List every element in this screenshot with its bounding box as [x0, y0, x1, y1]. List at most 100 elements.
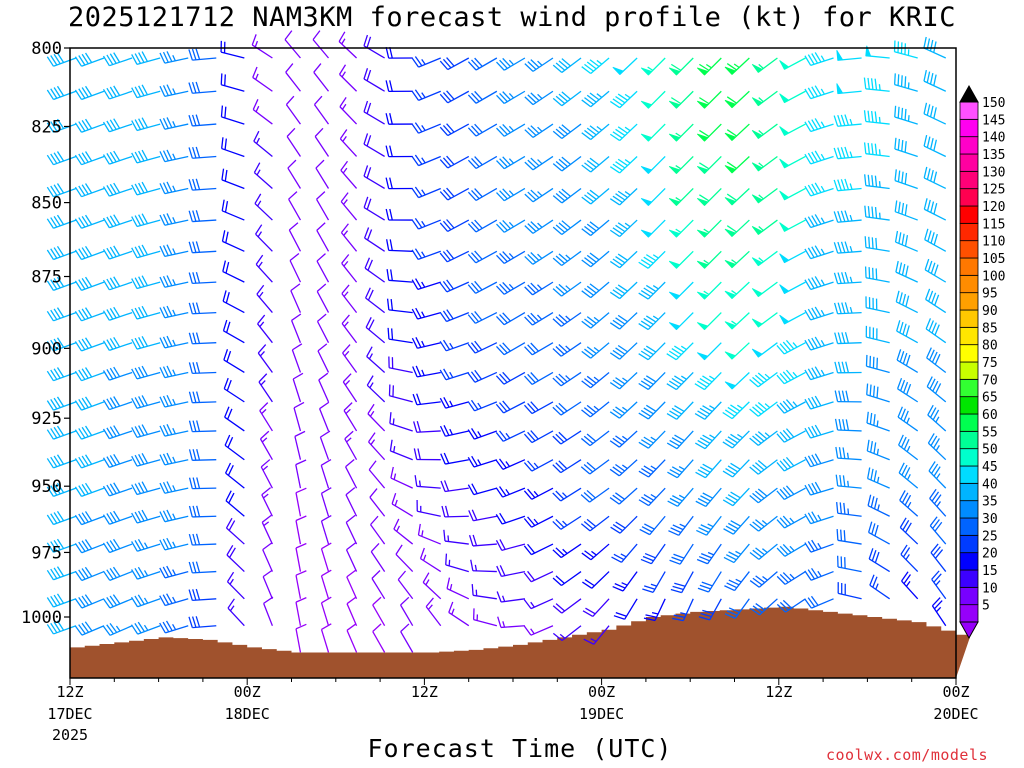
wind-barb: [836, 83, 862, 95]
wind-barb: [751, 155, 778, 172]
wind-barb: [804, 118, 834, 133]
wind-barb: [439, 339, 470, 352]
wind-barb: [439, 57, 470, 71]
plot-area: [70, 48, 956, 678]
wind-barb: [313, 95, 330, 125]
wind-barb: [609, 459, 638, 477]
wind-barb: [257, 314, 273, 344]
wind-barb: [696, 342, 722, 361]
wind-barb: [467, 280, 498, 294]
wind-barb: [317, 343, 330, 373]
wind-barb: [295, 487, 307, 517]
wind-barb: [74, 621, 105, 636]
wind-barb: [779, 187, 806, 201]
wind-barb: [552, 312, 582, 327]
wind-barb: [696, 57, 722, 76]
wind-barb: [804, 453, 834, 468]
y-tick-label: 975: [31, 543, 62, 563]
wind-barb: [524, 281, 554, 296]
wind-barb: [471, 584, 497, 600]
wind-barb: [751, 342, 778, 358]
barbs-layer: [46, 30, 947, 653]
wind-barb: [440, 452, 469, 465]
x-axis: 12Z 17DEC 2025 00Z 18DEC 12Z 00Z 19DEC 12Z 00Z 20D…: [47, 678, 979, 744]
wind-barb: [638, 281, 666, 300]
wind-barb: [385, 46, 413, 59]
wind-barb: [468, 509, 497, 522]
wind-barb: [443, 529, 469, 545]
wind-barb: [779, 219, 806, 232]
wind-barb: [467, 123, 498, 137]
wind-barb: [74, 594, 105, 609]
wind-barb: [495, 342, 526, 356]
wind-barb: [46, 245, 77, 261]
wind-barb: [900, 544, 919, 573]
wind-barb: [643, 598, 666, 622]
wind-barb: [751, 57, 778, 73]
wind-barb: [46, 151, 77, 166]
wind-barb: [523, 430, 554, 444]
wind-barb: [836, 50, 862, 61]
wind-barb: [46, 593, 77, 608]
wind-barb: [724, 342, 750, 360]
wind-barb: [640, 188, 666, 207]
wind-barb: [102, 510, 133, 525]
colorbar-swatch: [959, 257, 979, 276]
colorbar-swatch: [959, 465, 979, 484]
wind-barb: [609, 312, 638, 330]
wind-barb: [224, 462, 245, 489]
wind-barb: [412, 393, 441, 406]
wind-barb: [259, 402, 273, 432]
colorbar-label: 150: [982, 96, 1005, 111]
wind-barb: [833, 210, 862, 223]
wind-barb: [340, 223, 358, 252]
wind-barb: [898, 462, 919, 489]
wind-barb: [696, 123, 722, 142]
wind-barb: [923, 166, 947, 190]
wind-barb: [833, 302, 862, 315]
wind-barb: [868, 521, 890, 545]
wind-barb: [102, 622, 133, 636]
wind-barb: [346, 569, 358, 600]
wind-barb: [552, 187, 582, 204]
wind-barb: [413, 448, 441, 461]
wind-barb: [285, 95, 301, 125]
wind-barb: [467, 250, 498, 264]
wind-barb: [255, 254, 273, 283]
wind-barb: [386, 298, 413, 314]
wind-barb: [867, 494, 890, 517]
wind-barb: [552, 371, 582, 387]
wind-barb: [609, 123, 638, 142]
wind-barb: [523, 515, 554, 528]
wind-barb: [411, 278, 441, 291]
wind-barb: [696, 312, 722, 331]
wind-barb: [439, 425, 469, 437]
colorbar-label: 40: [982, 477, 998, 492]
wind-barb: [340, 160, 358, 189]
wind-barb: [345, 459, 358, 489]
wind-barb: [222, 319, 245, 344]
wind-barb: [552, 625, 582, 641]
x-tick-label: 12Z: [411, 683, 438, 701]
wind-barb: [610, 515, 638, 534]
wind-barb: [552, 571, 582, 587]
wind-barb: [609, 156, 638, 174]
wind-barb: [496, 219, 526, 233]
wind-barb: [696, 156, 722, 175]
wind-barb: [864, 205, 890, 221]
wind-barb: [364, 257, 386, 283]
wind-barb: [338, 64, 358, 92]
wind-barb: [640, 156, 666, 175]
wind-barb: [102, 482, 133, 497]
wind-barb: [928, 461, 947, 489]
y-tick-label: 875: [31, 268, 62, 288]
wind-barb: [188, 391, 217, 404]
credit-link[interactable]: coolwx.com/models: [826, 746, 989, 764]
wind-barb: [724, 571, 750, 592]
wind-barb: [224, 434, 245, 461]
wind-barb: [346, 596, 358, 626]
wind-barb: [159, 84, 189, 98]
wind-barb: [776, 428, 806, 443]
wind-barb: [552, 401, 582, 416]
wind-barb: [320, 542, 332, 572]
